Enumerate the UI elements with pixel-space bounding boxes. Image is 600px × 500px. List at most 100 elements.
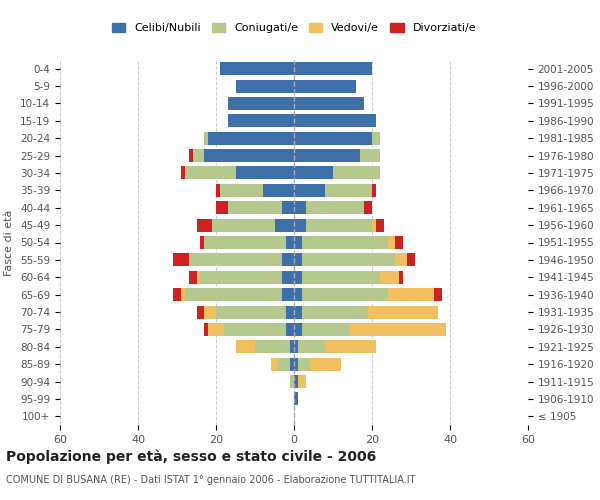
Bar: [294, 254, 302, 266]
Bar: [395, 236, 403, 249]
Legend: Celibi/Nubili, Coniugati/e, Vedovi/e, Divorziati/e: Celibi/Nubili, Coniugati/e, Vedovi/e, Di…: [107, 18, 481, 38]
Bar: [306, 218, 372, 232]
Bar: [204, 236, 286, 249]
Bar: [181, 288, 185, 301]
Bar: [294, 306, 302, 318]
Bar: [294, 80, 356, 92]
Bar: [294, 270, 302, 284]
Bar: [294, 358, 298, 370]
Bar: [360, 149, 380, 162]
Bar: [294, 340, 298, 353]
Bar: [224, 323, 286, 336]
Y-axis label: Fasce di età: Fasce di età: [4, 210, 14, 276]
Bar: [302, 288, 388, 301]
Bar: [298, 375, 306, 388]
Bar: [325, 184, 372, 197]
Bar: [286, 306, 294, 318]
Bar: [173, 254, 188, 266]
Bar: [204, 306, 216, 318]
Bar: [204, 132, 208, 144]
Bar: [286, 323, 294, 336]
Bar: [388, 288, 434, 301]
Bar: [216, 306, 286, 318]
Bar: [189, 149, 193, 162]
Bar: [294, 392, 298, 406]
Bar: [255, 340, 290, 353]
Bar: [208, 323, 224, 336]
Bar: [197, 218, 212, 232]
Bar: [294, 62, 372, 75]
Bar: [368, 306, 438, 318]
Bar: [235, 166, 294, 179]
Bar: [294, 132, 372, 144]
Bar: [294, 201, 306, 214]
Bar: [188, 270, 197, 284]
Bar: [333, 166, 380, 179]
Bar: [294, 97, 364, 110]
Bar: [204, 323, 208, 336]
Bar: [290, 375, 294, 388]
Bar: [372, 218, 376, 232]
Bar: [189, 254, 283, 266]
Bar: [294, 218, 306, 232]
Bar: [294, 114, 376, 128]
Bar: [197, 306, 204, 318]
Bar: [395, 254, 407, 266]
Bar: [364, 201, 372, 214]
Bar: [372, 132, 380, 144]
Bar: [290, 340, 294, 353]
Bar: [263, 184, 294, 197]
Bar: [212, 218, 275, 232]
Bar: [216, 201, 228, 214]
Bar: [200, 236, 204, 249]
Bar: [294, 236, 302, 249]
Bar: [278, 358, 290, 370]
Bar: [200, 270, 283, 284]
Bar: [302, 254, 395, 266]
Bar: [380, 270, 400, 284]
Bar: [388, 236, 395, 249]
Bar: [283, 288, 294, 301]
Text: COMUNE DI BUSANA (RE) - Dati ISTAT 1° gennaio 2006 - Elaborazione TUTTITALIA.IT: COMUNE DI BUSANA (RE) - Dati ISTAT 1° ge…: [6, 475, 415, 485]
Bar: [220, 62, 294, 75]
Bar: [204, 149, 294, 162]
Bar: [294, 375, 298, 388]
Bar: [173, 288, 181, 301]
Bar: [434, 288, 442, 301]
Bar: [197, 270, 200, 284]
Bar: [349, 323, 446, 336]
Bar: [216, 184, 220, 197]
Bar: [228, 201, 283, 214]
Bar: [235, 340, 255, 353]
Bar: [185, 166, 235, 179]
Bar: [220, 184, 263, 197]
Text: Popolazione per età, sesso e stato civile - 2006: Popolazione per età, sesso e stato civil…: [6, 450, 376, 464]
Bar: [181, 166, 185, 179]
Bar: [185, 288, 283, 301]
Bar: [290, 358, 294, 370]
Bar: [302, 323, 349, 336]
Bar: [298, 340, 325, 353]
Bar: [325, 340, 376, 353]
Bar: [407, 254, 415, 266]
Bar: [235, 80, 294, 92]
Bar: [294, 184, 325, 197]
Bar: [298, 358, 310, 370]
Bar: [283, 201, 294, 214]
Bar: [294, 166, 333, 179]
Bar: [302, 236, 388, 249]
Bar: [208, 132, 294, 144]
Bar: [228, 114, 294, 128]
Bar: [302, 270, 380, 284]
Bar: [228, 97, 294, 110]
Bar: [294, 288, 302, 301]
Bar: [283, 270, 294, 284]
Bar: [286, 236, 294, 249]
Bar: [275, 218, 294, 232]
Bar: [302, 306, 368, 318]
Bar: [306, 201, 364, 214]
Bar: [294, 149, 360, 162]
Bar: [372, 184, 376, 197]
Bar: [193, 149, 204, 162]
Bar: [376, 218, 384, 232]
